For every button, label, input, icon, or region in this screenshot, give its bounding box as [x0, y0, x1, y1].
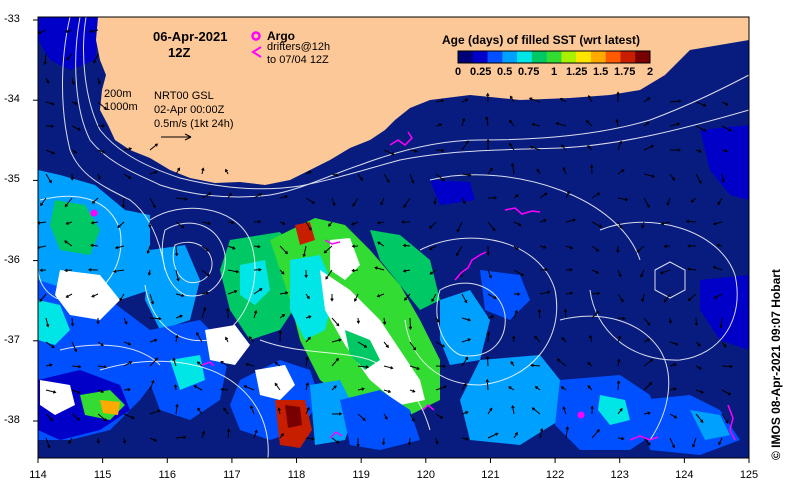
- y-tick-label: -33: [4, 13, 20, 25]
- x-tick-label: 114: [29, 469, 47, 481]
- argo-floats: [90, 209, 585, 419]
- y-tick-label: -35: [4, 173, 20, 186]
- y-tick-label: -36: [4, 253, 20, 266]
- x-tick-label: 116: [158, 469, 177, 481]
- colorbar-swatch: [576, 51, 592, 63]
- drifter-legend-icon: [251, 46, 262, 58]
- colorbar-tick-label: 1.25: [566, 66, 588, 78]
- colorbar-swatch: [531, 51, 548, 63]
- x-tick-label: 121: [481, 469, 500, 481]
- x-tick-label: 125: [739, 469, 759, 481]
- colorbar-swatch: [590, 51, 607, 63]
- x-tick-label: 120: [416, 469, 435, 481]
- colorbar-tick-label: 1.75: [614, 66, 636, 78]
- y-tick-label: -37: [4, 333, 20, 346]
- x-tick-label: 122: [545, 469, 565, 481]
- colorbar: [457, 50, 651, 64]
- colorbar-swatch: [605, 51, 621, 63]
- y-tick-label: -38: [4, 414, 20, 426]
- colorbar-swatch: [620, 51, 636, 63]
- drifter-tracks: [201, 131, 736, 441]
- colorbar-swatch: [458, 51, 474, 63]
- x-tick-label: 124: [675, 469, 694, 481]
- colorbar-title: Age (days) of filled SST (wrt latest): [442, 33, 641, 47]
- x-tick-label: 115: [93, 469, 112, 481]
- colorbar-tick-label: 0.5: [497, 66, 513, 78]
- map-plot-area: [38, 17, 749, 458]
- x-tick-label: 117: [223, 469, 241, 481]
- model-label: NRT00 GSL: [154, 90, 214, 102]
- colorbar-swatch: [472, 51, 489, 63]
- sst-age-patches: [38, 17, 749, 455]
- colorbar-tick-label: 0: [455, 66, 462, 78]
- argo-legend-icon: [251, 31, 261, 41]
- isobath-1000-label: 1000m: [104, 101, 138, 113]
- velocity-scale-label: 0.5m/s (1kt 24h): [154, 118, 234, 130]
- map-date: 06-Apr-2021: [153, 29, 228, 44]
- colorbar-tick-label: 0.75: [518, 66, 540, 78]
- colorbar-swatch: [561, 51, 577, 63]
- drifters-legend-label: drifters@12h: [267, 41, 331, 53]
- x-tick-label: 123: [610, 469, 629, 481]
- colorbar-tick-label: 2: [647, 66, 654, 78]
- colorbar-swatch: [517, 51, 533, 63]
- colorbar-tick-label: 1: [551, 66, 558, 78]
- map-time: 12Z: [168, 45, 191, 60]
- contour-lines: [38, 17, 749, 458]
- argo-legend-label: Argo: [267, 29, 295, 43]
- model-time-label: 02-Apr 00:00Z: [154, 104, 225, 116]
- y-tick-label: -34: [4, 93, 20, 106]
- colorbar-swatch: [546, 51, 562, 63]
- colorbar-swatch: [635, 51, 651, 63]
- velocity-scale-arrow: [161, 133, 192, 141]
- colorbar-tick-label: 0.25: [470, 66, 492, 78]
- colorbar-tick-label: 1.5: [593, 66, 609, 78]
- x-tick-label: 119: [352, 469, 370, 481]
- isobath-200-label: 200m: [104, 88, 132, 100]
- velocity-arrows: [38, 29, 734, 449]
- credit-text: © IMOS 08-Apr-2021 09:07 Hobart: [769, 269, 783, 460]
- colorbar-swatch: [502, 51, 518, 63]
- x-tick-label: 118: [287, 469, 306, 481]
- axis-ticks: [33, 19, 750, 463]
- drifters-period-label: to 07/04 12Z: [267, 54, 329, 66]
- plot-frame: [37, 16, 750, 459]
- colorbar-swatch: [487, 51, 503, 63]
